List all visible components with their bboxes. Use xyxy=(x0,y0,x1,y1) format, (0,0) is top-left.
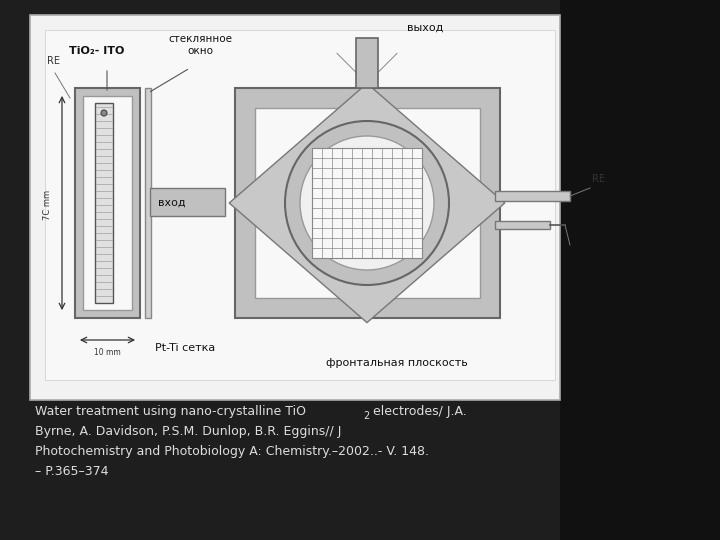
Text: 7C mm: 7C mm xyxy=(43,190,53,220)
Text: TiO₂- ITO: TiO₂- ITO xyxy=(69,46,125,56)
Bar xyxy=(495,221,550,229)
Text: медный
контакт: медный контакт xyxy=(570,250,617,272)
Text: – P.365–374: – P.365–374 xyxy=(35,465,109,478)
Text: фронтальная плоскость: фронтальная плоскость xyxy=(326,358,468,368)
Bar xyxy=(83,96,132,310)
Text: вход: вход xyxy=(158,198,186,208)
Bar xyxy=(95,103,113,303)
Polygon shape xyxy=(229,83,505,322)
Bar xyxy=(356,38,378,88)
Text: выход: выход xyxy=(407,23,444,33)
Text: 10 mm: 10 mm xyxy=(94,348,120,357)
Text: electrodes/ J.A.: electrodes/ J.A. xyxy=(373,405,467,418)
Bar xyxy=(495,191,570,201)
Text: Pt-Ti сетка: Pt-Ti сетка xyxy=(155,343,215,353)
Text: RE: RE xyxy=(592,174,605,184)
Bar xyxy=(255,108,480,298)
Bar xyxy=(555,15,560,400)
Circle shape xyxy=(300,136,434,270)
Bar xyxy=(312,148,422,258)
Bar xyxy=(150,188,225,216)
Bar xyxy=(235,88,500,318)
Text: Water treatment using nano-crystalline TiO: Water treatment using nano-crystalline T… xyxy=(35,405,306,418)
Text: Byrne, A. Davidson, P.S.M. Dunlop, B.R. Eggins// J: Byrne, A. Davidson, P.S.M. Dunlop, B.R. … xyxy=(35,425,341,438)
Text: Photochemistry and Photobiology A: Chemistry.–2002..- V. 148.: Photochemistry and Photobiology A: Chemi… xyxy=(35,445,429,458)
Bar xyxy=(30,15,560,400)
Bar xyxy=(145,88,151,318)
Text: 2: 2 xyxy=(363,411,369,421)
Bar xyxy=(45,30,555,380)
Text: RE: RE xyxy=(47,56,60,66)
Bar xyxy=(560,0,720,540)
Circle shape xyxy=(101,110,107,116)
Circle shape xyxy=(285,121,449,285)
Bar xyxy=(75,88,140,318)
Text: стеклянное
окно: стеклянное окно xyxy=(168,35,232,56)
